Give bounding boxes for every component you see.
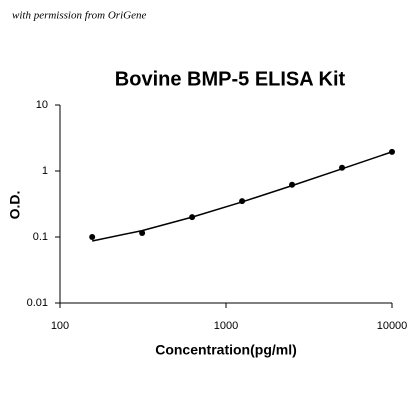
x-axis-title: Concentration(pg/ml) <box>155 342 297 358</box>
y-tick-label: 0.1 <box>33 231 48 243</box>
y-tick-label: 10 <box>36 99 48 111</box>
x-tick-label: 1000 <box>214 320 238 332</box>
y-tick-label: 1 <box>42 165 48 177</box>
fit-curve <box>92 151 393 242</box>
chart-title: Bovine BMP-5 ELISA Kit <box>115 68 346 90</box>
y-tick-label: 0.01 <box>27 297 48 309</box>
data-point <box>89 234 96 240</box>
x-tick-label: 100 <box>51 320 69 332</box>
x-tick-label: 10000 <box>377 320 408 332</box>
data-point <box>389 148 395 155</box>
y-axis-title: O.D. <box>7 191 23 220</box>
annotation: with permission from OriGene <box>12 10 146 22</box>
